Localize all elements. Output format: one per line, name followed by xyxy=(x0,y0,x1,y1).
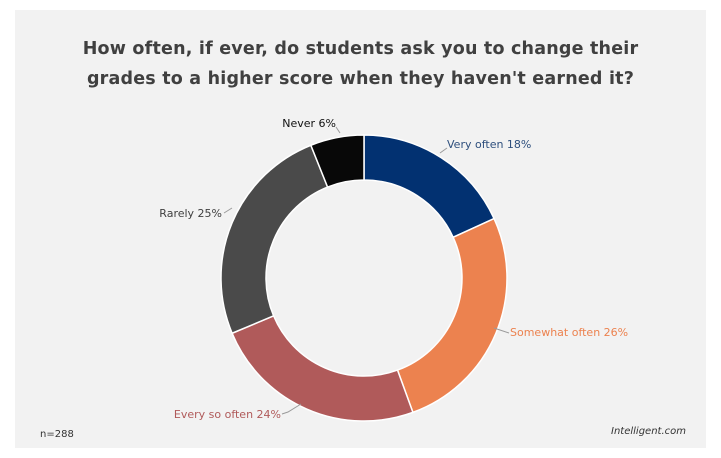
sample-size: n=288 xyxy=(40,429,74,440)
leader-line-every-so-often xyxy=(281,403,302,415)
leader-line-somewhat-often xyxy=(493,327,510,334)
chart-title: How often, if ever, do students ask you … xyxy=(0,34,721,94)
leader-line-very-often xyxy=(439,147,448,154)
data-label-every-so-often: Every so often 24% xyxy=(174,408,281,421)
slice-every-so-often xyxy=(231,314,414,422)
slice-somewhat-often xyxy=(396,217,508,414)
title-line-2: grades to a higher score when they haven… xyxy=(86,69,635,89)
data-label-never: Never 6% xyxy=(282,117,336,130)
data-label-rarely: Rarely 25% xyxy=(159,207,222,220)
data-label-somewhat-often: Somewhat often 26% xyxy=(510,326,628,339)
chart-card xyxy=(15,10,706,448)
data-label-very-often: Very often 18% xyxy=(447,138,531,151)
slice-never xyxy=(309,134,365,188)
slice-rarely xyxy=(220,144,329,335)
title-line-1: How often, if ever, do students ask you … xyxy=(82,39,639,59)
leader-line-never xyxy=(335,126,341,134)
source-credit: Intelligent.com xyxy=(611,426,686,437)
leader-line-rarely xyxy=(223,207,233,214)
